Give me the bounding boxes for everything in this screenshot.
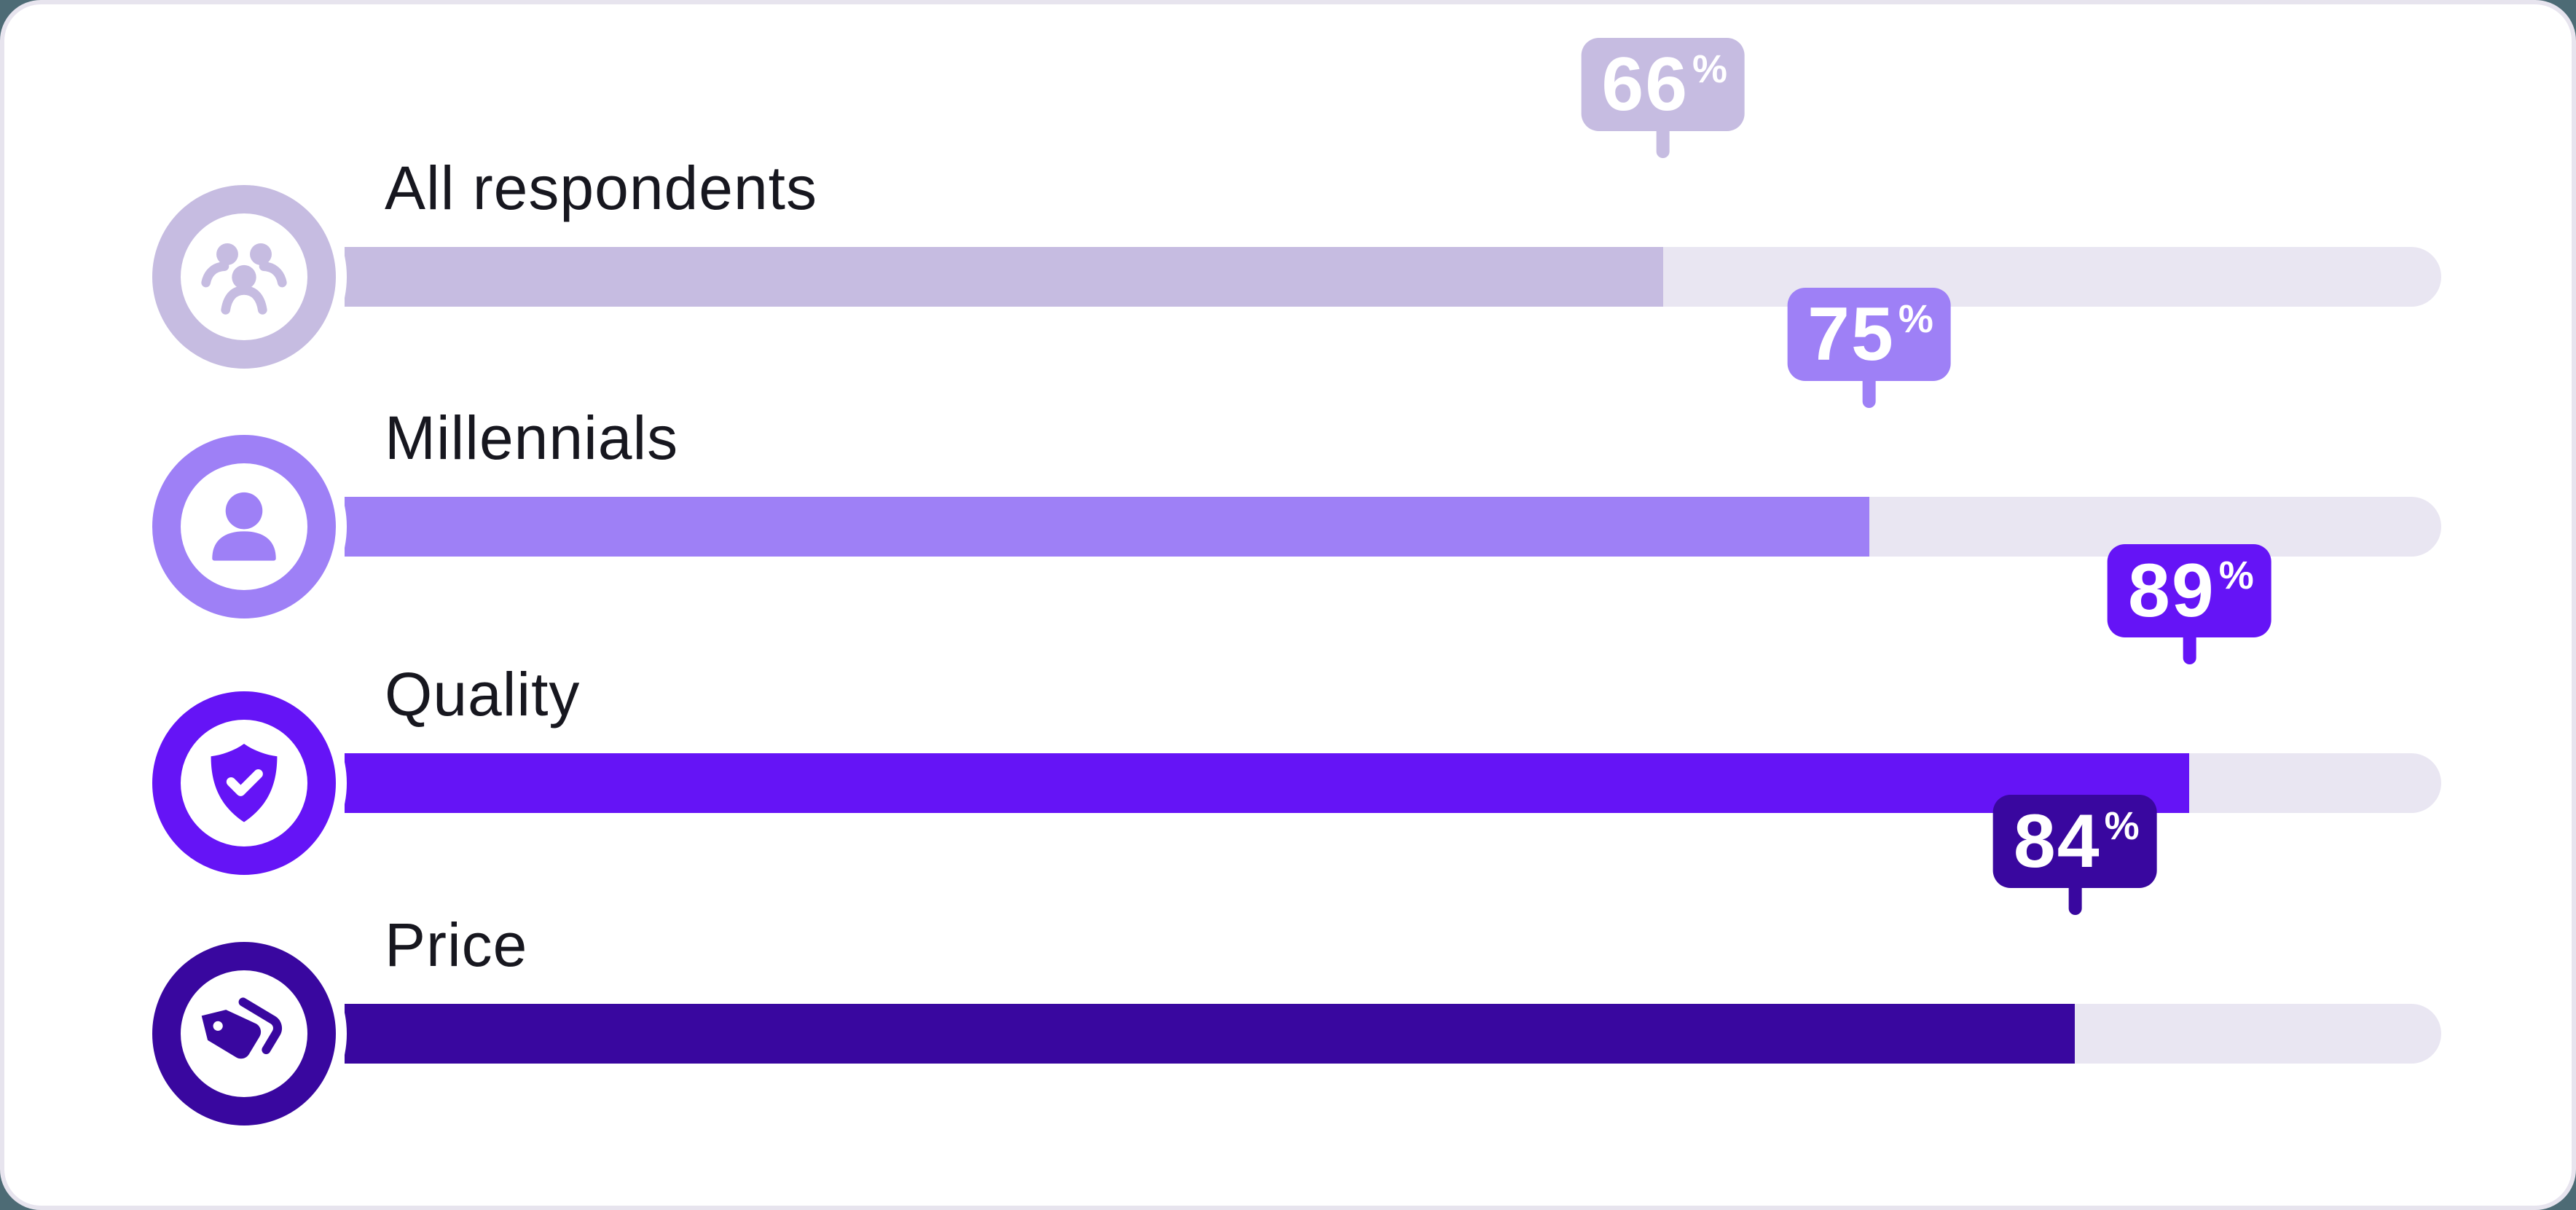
value-badge: 66 % — [1581, 38, 1746, 158]
people-group-icon — [152, 185, 336, 369]
bar-clip — [345, 247, 2441, 307]
row-label: Quality — [385, 659, 581, 728]
value-badge-box: 89 % — [2108, 544, 2271, 637]
bar-fill — [345, 753, 2190, 813]
bar-fill — [345, 497, 1869, 557]
row-label: Price — [385, 910, 528, 979]
badge-stem — [1862, 380, 1876, 408]
bar-track: 84 % — [345, 795, 2441, 1064]
row-label: Millennials — [385, 403, 679, 472]
value-badge-box: 66 % — [1581, 38, 1746, 131]
bar-clip — [345, 753, 2441, 813]
value-unit: % — [1898, 297, 1933, 341]
value-number: 84 — [2013, 799, 2101, 884]
value-badge: 84 % — [1992, 795, 2157, 915]
row-label: All respondents — [385, 153, 818, 222]
value-badge: 89 % — [2108, 544, 2271, 664]
price-tags-icon — [152, 942, 336, 1125]
bar-clip — [345, 497, 2441, 557]
badge-stem — [1656, 130, 1670, 158]
value-badge-box: 84 % — [1992, 795, 2157, 888]
bar-fill — [345, 247, 1663, 307]
value-number: 75 — [1807, 292, 1895, 377]
value-badge: 75 % — [1787, 288, 1951, 408]
value-number: 66 — [1601, 42, 1689, 127]
value-number: 89 — [2128, 549, 2215, 633]
chart-row-all-respondents: All respondents 66 % — [152, 38, 2441, 369]
value-badge-box: 75 % — [1787, 288, 1951, 381]
person-icon — [152, 435, 336, 618]
bar-track: 75 % — [345, 288, 2441, 557]
chart-row-millennials: Millennials 75 % — [152, 288, 2441, 618]
badge-stem — [2183, 637, 2196, 664]
chart-row-price: Price 84 % — [152, 795, 2441, 1125]
value-unit: % — [2218, 554, 2254, 597]
shield-check-icon — [152, 691, 336, 875]
value-unit: % — [2104, 804, 2140, 848]
bar-clip — [345, 1004, 2441, 1064]
badge-stem — [2068, 887, 2082, 915]
value-unit: % — [1692, 47, 1728, 91]
bar-track: 66 % — [345, 38, 2441, 307]
bar-fill — [345, 1004, 2076, 1064]
